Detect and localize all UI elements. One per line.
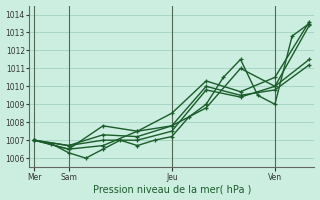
X-axis label: Pression niveau de la mer( hPa ): Pression niveau de la mer( hPa )	[92, 184, 251, 194]
